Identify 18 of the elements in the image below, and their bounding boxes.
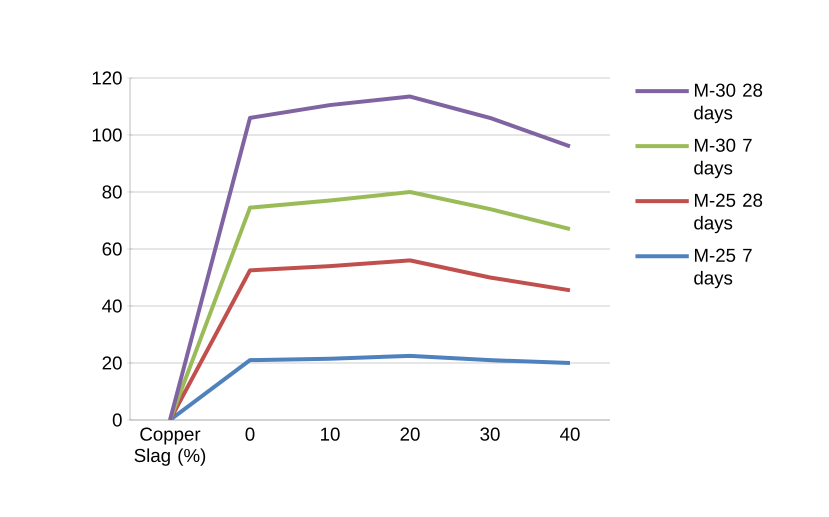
x-tick-label: 0 xyxy=(246,428,254,441)
y-tick-label: 40 xyxy=(102,299,122,313)
x-tick-label: 40 xyxy=(560,428,580,441)
y-tick-label: 80 xyxy=(102,185,122,199)
legend-label: M-25 28 days xyxy=(694,194,762,234)
x-tick-label: 30 xyxy=(480,428,500,441)
x-tick-label: 20 xyxy=(400,428,420,441)
y-tick-label: 20 xyxy=(102,356,122,370)
y-tick-label: 0 xyxy=(112,413,122,427)
legend-label: M-30 28 days xyxy=(694,84,762,124)
x-tick-label: 10 xyxy=(321,428,340,441)
legend-label: M-30 7 days xyxy=(694,138,752,178)
y-tick-label: 120 xyxy=(92,71,122,85)
x-tick-label: Copper Slag (%) xyxy=(134,428,206,466)
legend-label: M-25 7 days xyxy=(694,248,752,288)
y-tick-label: 60 xyxy=(102,242,122,256)
y-tick-label: 100 xyxy=(92,128,122,142)
line-series xyxy=(168,94,572,420)
